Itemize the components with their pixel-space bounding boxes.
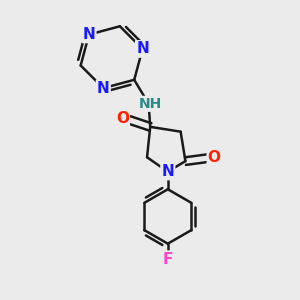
Text: F: F (163, 251, 173, 266)
Text: O: O (208, 150, 221, 165)
Text: N: N (82, 27, 95, 42)
Text: N: N (136, 41, 149, 56)
Text: NH: NH (139, 97, 162, 111)
Text: O: O (116, 111, 129, 126)
Text: N: N (97, 81, 110, 96)
Text: N: N (136, 41, 149, 56)
Text: N: N (161, 164, 174, 179)
